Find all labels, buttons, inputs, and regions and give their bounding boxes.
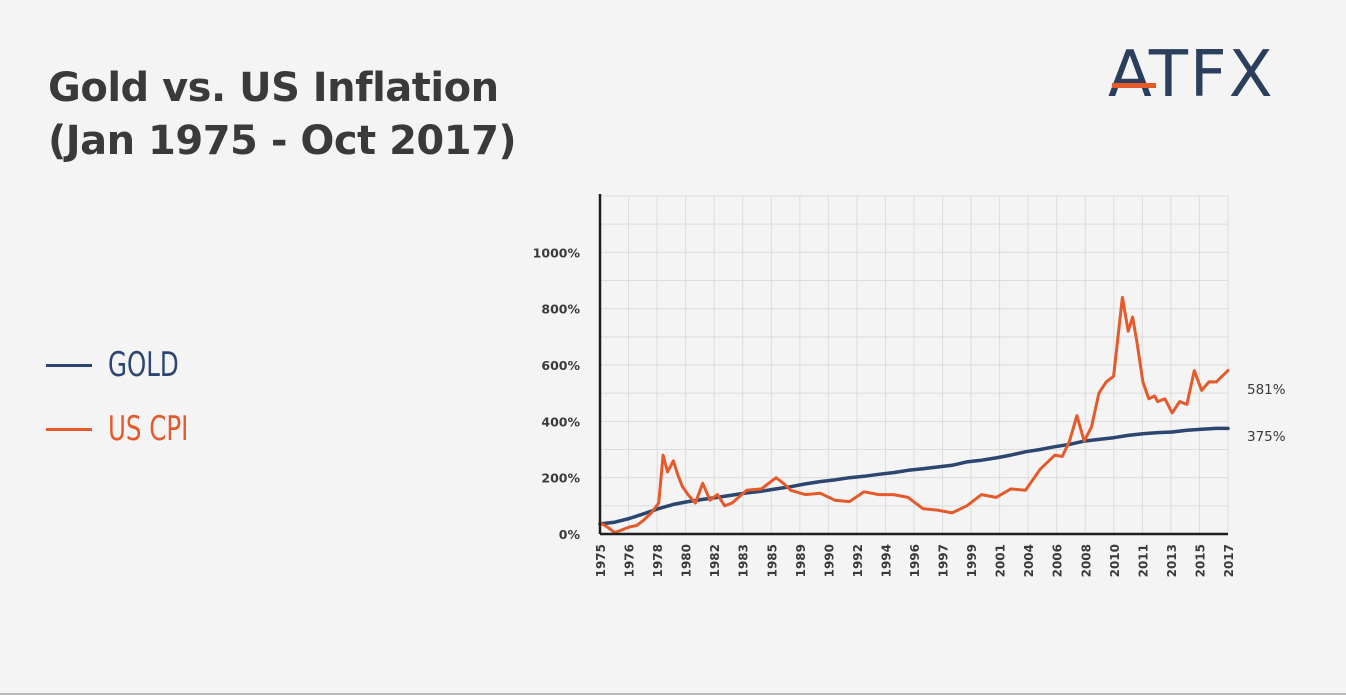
- legend-swatch-gold: [46, 363, 92, 367]
- legend-item-gold: GOLD: [46, 333, 220, 397]
- x-tick-label: 1983: [737, 544, 751, 577]
- x-tick-label: 1976: [623, 544, 637, 577]
- end-value-label-cpi: 581%: [1247, 382, 1286, 398]
- y-tick-label: 800%: [541, 302, 580, 317]
- y-tick-label: 1000%: [533, 245, 581, 260]
- chart-title: Gold vs. US Inflation (Jan 1975 - Oct 20…: [48, 62, 517, 168]
- y-tick-label: 0%: [559, 527, 581, 542]
- x-tick-label: 2001: [994, 544, 1008, 577]
- x-tick-label: 1978: [651, 544, 665, 577]
- x-tick-label: 2011: [1136, 544, 1150, 577]
- x-tick-label: 1994: [879, 544, 893, 577]
- legend-swatch-cpi: [46, 427, 92, 431]
- bottom-divider: [0, 693, 1346, 695]
- x-tick-label: 2006: [1051, 544, 1065, 577]
- atfx-logo: ATFX: [1108, 40, 1308, 110]
- x-tick-label: 1996: [908, 544, 922, 577]
- x-tick-label: 2017: [1222, 544, 1236, 577]
- legend: GOLD US CPI: [46, 333, 220, 461]
- x-tick-label: 1980: [680, 544, 694, 577]
- x-tick-label: 2004: [1022, 544, 1036, 577]
- x-tick-label: 2010: [1108, 544, 1122, 577]
- x-tick-label: 1985: [765, 544, 779, 577]
- x-tick-label: 2013: [1165, 544, 1179, 577]
- x-tick-label: 1997: [937, 544, 951, 577]
- series-line-cpi: [598, 295, 1230, 535]
- logo-text: ATFX: [1108, 38, 1275, 112]
- series-line-gold: [598, 426, 1230, 526]
- x-tick-label: 1975: [594, 544, 608, 577]
- title-line-1: Gold vs. US Inflation: [48, 65, 499, 111]
- title-line-2: (Jan 1975 - Oct 2017): [48, 118, 517, 164]
- legend-label-gold: GOLD: [108, 345, 179, 385]
- x-tick-label: 1989: [794, 544, 808, 577]
- legend-item-cpi: US CPI: [46, 397, 220, 461]
- legend-label-cpi: US CPI: [108, 409, 189, 449]
- end-value-label-gold: 375%: [1247, 429, 1286, 445]
- x-tick-label: 1999: [965, 544, 979, 577]
- x-tick-label: 1990: [822, 544, 836, 577]
- x-tick-label: 1992: [851, 544, 865, 577]
- y-tick-label: 600%: [541, 358, 580, 373]
- y-tick-label: 400%: [541, 414, 580, 429]
- logo-accent-bar: [1112, 83, 1156, 88]
- x-tick-label: 2015: [1193, 544, 1207, 577]
- x-tick-label: 2008: [1079, 544, 1093, 577]
- x-tick-label: 1982: [708, 544, 722, 577]
- y-tick-label: 200%: [541, 471, 580, 486]
